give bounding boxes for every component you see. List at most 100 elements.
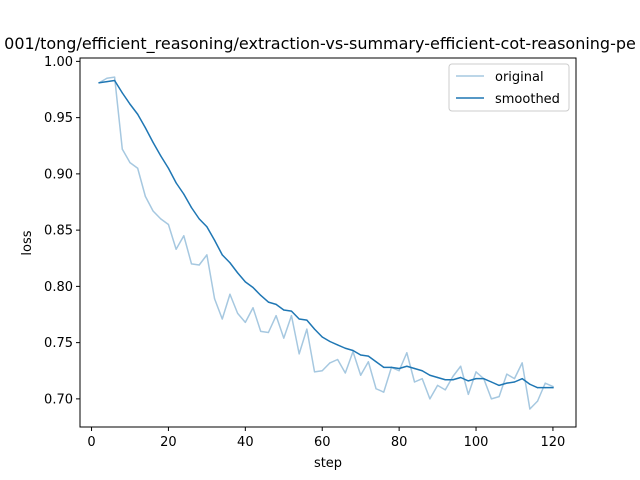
y-tick-label: 0.85 bbox=[44, 224, 73, 239]
data-point-original bbox=[244, 321, 246, 323]
data-point-smoothed bbox=[237, 272, 239, 274]
data-point-original bbox=[444, 389, 446, 391]
data-point-original bbox=[206, 254, 208, 256]
y-tick-label: 0.90 bbox=[44, 167, 73, 182]
data-point-original bbox=[175, 248, 177, 250]
series-line-smoothed bbox=[98, 79, 554, 389]
data-point-smoothed bbox=[167, 167, 170, 169]
data-point-smoothed bbox=[313, 328, 316, 330]
x-tick-label: 20 bbox=[160, 435, 177, 450]
data-point-original bbox=[290, 315, 293, 317]
data-point-original bbox=[260, 330, 262, 332]
data-point-smoothed bbox=[344, 347, 346, 349]
data-point-smoothed bbox=[413, 367, 416, 370]
data-point-original bbox=[167, 223, 170, 226]
data-point-original bbox=[490, 398, 493, 400]
data-point-smoothed bbox=[483, 378, 485, 380]
data-point-original bbox=[452, 375, 454, 377]
data-point-original bbox=[329, 362, 331, 364]
data-point-smoothed bbox=[98, 82, 100, 84]
data-point-smoothed bbox=[475, 378, 477, 380]
data-point-original bbox=[106, 77, 108, 79]
data-point-original bbox=[506, 373, 508, 375]
data-point-smoothed bbox=[283, 309, 285, 311]
data-point-original bbox=[321, 370, 323, 372]
data-point-original bbox=[406, 352, 408, 354]
legend-label-smoothed: smoothed bbox=[495, 92, 560, 107]
data-point-original bbox=[367, 361, 369, 363]
data-point-original bbox=[190, 263, 193, 265]
plot-frame bbox=[79, 57, 577, 428]
x-tick-label: 80 bbox=[391, 435, 408, 450]
x-tick-label: 100 bbox=[464, 435, 489, 450]
data-point-smoothed bbox=[444, 379, 446, 381]
y-tick-label: 0.75 bbox=[44, 336, 73, 351]
data-point-smoothed bbox=[506, 382, 508, 384]
data-point-smoothed bbox=[429, 374, 431, 376]
legend: original smoothed bbox=[448, 63, 570, 112]
data-point-smoothed bbox=[221, 254, 223, 256]
data-point-smoothed bbox=[375, 361, 377, 363]
data-point-original bbox=[521, 362, 523, 364]
data-point-original bbox=[544, 382, 546, 384]
data-point-smoothed bbox=[544, 387, 546, 389]
data-point-smoothed bbox=[436, 376, 439, 379]
data-point-original bbox=[429, 398, 431, 400]
data-point-original bbox=[513, 378, 516, 380]
data-point-original bbox=[421, 378, 423, 380]
data-point-original bbox=[183, 235, 185, 237]
data-point-smoothed bbox=[106, 81, 108, 83]
data-point-smoothed bbox=[337, 344, 339, 346]
data-point-smoothed bbox=[452, 379, 454, 381]
x-axis: 0 20 40 60 80 100 120 bbox=[87, 427, 565, 450]
data-point-original bbox=[129, 162, 131, 164]
data-point-smoothed bbox=[360, 354, 362, 356]
data-point-original bbox=[344, 372, 346, 374]
series-line-original bbox=[98, 76, 554, 410]
data-point-original bbox=[137, 167, 139, 169]
data-point-smoothed bbox=[213, 239, 216, 241]
data-point-original bbox=[237, 312, 239, 314]
data-point-smoothed bbox=[160, 155, 162, 157]
data-point-smoothed bbox=[229, 262, 231, 264]
data-point-original bbox=[498, 396, 500, 398]
data-point-original bbox=[536, 400, 539, 402]
data-point-original bbox=[529, 408, 531, 410]
data-point-smoothed bbox=[329, 340, 331, 343]
data-point-smoothed bbox=[383, 366, 385, 368]
series-layer bbox=[98, 76, 554, 410]
data-point-smoothed bbox=[398, 367, 400, 370]
data-point-smoothed bbox=[244, 281, 246, 283]
data-point-original bbox=[460, 365, 462, 367]
x-tick-label: 120 bbox=[541, 435, 566, 450]
data-point-smoothed bbox=[175, 182, 177, 184]
y-axis: 0.70 0.75 0.80 0.85 0.90 0.95 1.00 bbox=[44, 55, 80, 407]
data-point-smoothed bbox=[275, 303, 277, 305]
y-axis-label: loss bbox=[20, 230, 35, 255]
data-point-smoothed bbox=[152, 141, 154, 143]
data-point-smoothed bbox=[321, 336, 323, 338]
legend-label-original: original bbox=[495, 70, 544, 85]
data-point-original bbox=[360, 374, 362, 376]
data-point-original bbox=[475, 371, 477, 373]
data-point-smoothed bbox=[513, 381, 516, 383]
x-tick-label: 60 bbox=[314, 435, 331, 450]
data-point-original bbox=[413, 381, 416, 383]
data-point-smoothed bbox=[521, 378, 523, 380]
data-point-original bbox=[283, 337, 285, 339]
data-point-smoothed bbox=[198, 218, 200, 220]
data-point-smoothed bbox=[260, 294, 262, 296]
data-point-original bbox=[313, 371, 316, 373]
data-point-original bbox=[552, 385, 554, 388]
data-point-smoothed bbox=[536, 387, 539, 389]
data-point-original bbox=[375, 388, 377, 390]
data-point-original bbox=[213, 298, 216, 300]
data-point-original bbox=[121, 148, 123, 150]
data-point-original bbox=[144, 195, 146, 197]
y-tick-label: 0.80 bbox=[44, 280, 73, 295]
data-point-smoothed bbox=[490, 381, 493, 383]
data-point-original bbox=[383, 391, 385, 393]
data-point-smoothed bbox=[137, 113, 139, 115]
x-tick-label: 40 bbox=[237, 435, 254, 450]
